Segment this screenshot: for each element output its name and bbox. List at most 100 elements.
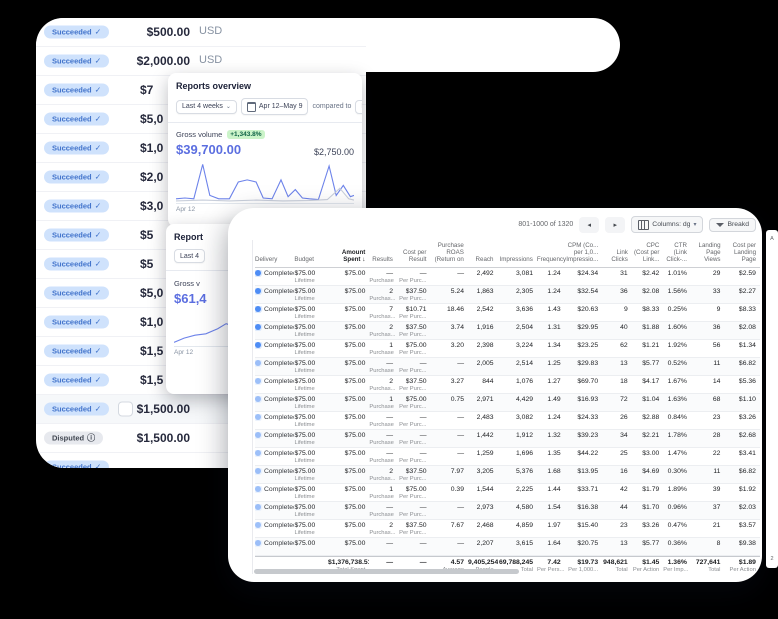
payment-row[interactable]: Succeeded ✓ $5 [36,250,366,279]
chevron-down-icon: ▾ [693,222,697,228]
cell-impressions: 2,305 [516,287,534,295]
table-row[interactable]: Completed $75.00 Lifetime $75.00 1 Purchase $7… [255,393,760,412]
total-impressions: 69,788,245 Total [499,558,534,573]
payment-row[interactable]: Succeeded ✓ $500.00 USD [36,18,366,47]
cell-cpm: $24.33 [577,413,599,421]
total-cost_per_result: — [419,558,427,566]
date-range-select[interactable]: Last 4 weeks ⌄ [176,99,237,114]
col-header-delivery[interactable]: Delivery [255,256,278,264]
delivery-label: Completed [264,539,295,547]
table-row[interactable]: Completed $75.00 Lifetime $75.00 2 Purchas...… [255,321,760,340]
payment-amount: $1,500.00 [136,402,190,416]
status-badge: Succeeded ✓ [44,257,110,271]
delivery-status-icon [255,468,261,475]
next-page-button[interactable]: ▸ [605,216,626,233]
cell-results: — [386,539,393,547]
status-badge: Succeeded ✓ [44,141,110,155]
col-header-cost_per_result[interactable]: Cost per Result [403,249,427,264]
fragment-text: A [770,236,774,242]
table-row[interactable]: Completed $75.00 Lifetime $75.00 2 Purchas...… [255,376,760,394]
cell-cpc: $5.77 [642,539,660,547]
payment-amount: $500.00 USD [146,25,223,39]
cell-cost_per_landing_page: $2.59 [738,269,756,277]
col-header-link_clicks[interactable]: Link Clicks [611,249,628,264]
payment-row[interactable]: Succeeded ✓ $1,5 [36,366,366,395]
cell-reach: 1,863 [476,287,494,295]
horizontal-scrollbar[interactable] [254,569,519,574]
cell-cpc: $3.00 [642,449,660,457]
gross-volume-value: $39,700.00 [176,142,242,157]
status-badge: Succeeded ✓ [44,460,110,469]
total-cpm: $19.73 Per 1,000... [568,558,599,573]
cell-ctr: 1.60% [667,323,687,331]
metric-label: Gross volume [176,130,223,139]
delivery-status-icon [255,306,261,313]
status-badge: Succeeded ✓ [44,373,110,387]
cell-landing_page_views: 37 [712,503,721,511]
col-header-reach[interactable]: Reach [475,256,494,264]
table-row[interactable]: Completed $75.00 Lifetime $75.00— Purchase — P… [255,429,760,448]
cell-landing_page_views: 9 [716,305,721,313]
cell-link_clicks: 25 [620,449,628,457]
col-header-cpm[interactable]: CPM (Co... per 1,0... Impressio... [566,242,599,264]
table-row[interactable]: Completed $75.00 Lifetime $75.00 1 Purchase $7… [255,340,760,358]
cell-cost_per_landing_page: $6.82 [738,359,756,367]
payment-row[interactable]: Succeeded ✓ [36,453,366,468]
table-row[interactable]: Completed $75.00 $75.00— — —2,207 3,615 1.64 $2… [255,537,760,556]
table-row[interactable]: Completed $75.00 Lifetime $75.00— Purchase — P… [255,501,760,520]
cell-purchase_roas: — [457,431,464,439]
table-row[interactable]: Completed $75.00 Lifetime $75.00 7 Purchas...… [255,304,760,322]
table-row[interactable]: Completed $75.00 Lifetime $75.00 1 Purchase $7… [255,484,760,502]
col-header-amount_spent[interactable]: Amount Spent ↓ [341,249,366,264]
delivery-label: Completed [264,323,295,331]
col-header-impressions[interactable]: Impressions [499,256,533,264]
total-landing_page_views: 727,641 Total [695,558,721,573]
payment-amount: $2,000.00 USD [136,54,223,68]
check-icon: ✓ [94,462,102,469]
payment-row[interactable]: Succeeded ✓ $2,000.00 USD [36,47,366,76]
cell-budget: $75.00 Lifetime [294,485,316,500]
date-range-select[interactable]: Last 4 [174,249,206,263]
payment-row[interactable]: Disputed ⓘ $1,500.00 [36,424,366,453]
cell-cpm: $16.93 [577,395,599,403]
cell-frequency: 1.44 [547,485,561,493]
cell-cpm: $20.75 [577,539,599,547]
date-picker-button[interactable]: Apr 12–May 9 [240,98,309,115]
col-header-results[interactable]: Results [372,256,393,264]
table-row[interactable]: Completed $75.00 Lifetime $75.00— Purchase — P… [255,412,760,430]
col-header-landing_page_views[interactable]: Landing Page Views [698,242,721,264]
cell-budget: $75.00 Lifetime [294,413,316,428]
fragment-text: 2 [770,556,774,562]
table-row[interactable]: Completed $75.00 Lifetime $75.00 2 Purchas...… [255,285,760,304]
col-header-cpc[interactable]: CPC (Cost per Link... [633,242,660,264]
table-row[interactable]: Completed $75.00 Lifetime $75.00— Purchase — P… [255,357,760,376]
col-header-ctr[interactable]: CTR (Link Click-... [666,242,688,264]
cell-link_clicks: 62 [620,341,628,349]
col-header-purchase_roas[interactable]: Purchase ROAS (Return on [434,242,464,264]
delivery-status-icon [255,324,261,331]
payment-amount: $7 [140,83,154,97]
total-link_clicks: 948,621 Total [603,558,628,573]
table-row[interactable]: Completed $75.00 Lifetime $75.00 2 Purchas...… [255,465,760,484]
table-row[interactable]: Completed $75.00 Lifetime $75.00— Purchase — P… [255,448,760,466]
row-checkbox[interactable] [118,401,133,417]
table-row[interactable]: Completed $75.00 Lifetime $75.00— Purchase — P… [255,268,760,286]
cell-purchase_roas: 3.20 [450,341,464,349]
prev-page-button[interactable]: ◂ [579,216,600,233]
breakdown-button[interactable]: Breakd [709,217,756,232]
cell-frequency: 1.32 [547,431,561,439]
delivery-status-icon [255,360,261,367]
table-row[interactable]: Completed $75.00 Lifetime $75.00 2 Purchas...… [255,520,760,538]
cell-frequency: 1.24 [547,413,561,421]
col-header-frequency[interactable]: Frequency [536,256,567,264]
total-cpc: $1.45 Per Action [632,558,660,573]
col-header-budget[interactable]: Budget [294,256,315,264]
compare-period-button[interactable]: P [355,99,362,114]
status-badge: Succeeded ✓ [44,199,110,213]
cell-landing_page_views: 21 [712,521,721,529]
payment-row[interactable]: Succeeded ✓ $5,0 [36,105,366,134]
col-header-cost_per_landing_page[interactable]: Cost per Landing Page [732,242,757,264]
cell-cpm: $44.22 [577,449,599,457]
gross-volume-chart [176,163,354,204]
columns-button[interactable]: Columns: dg ▾ [631,216,704,233]
